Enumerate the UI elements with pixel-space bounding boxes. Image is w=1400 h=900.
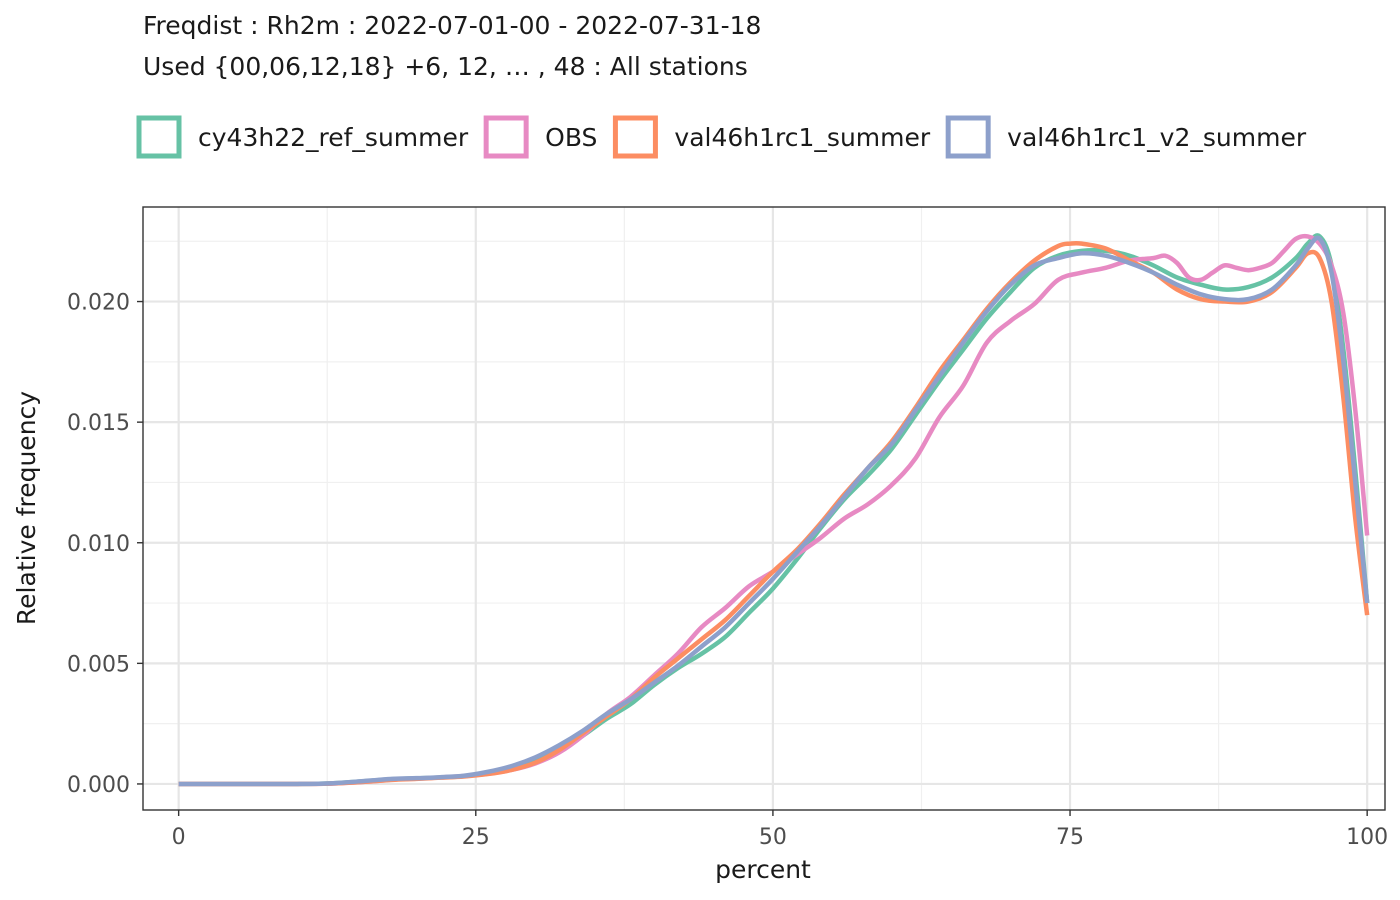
chart-title: Freqdist : Rh2m : 2022-07-01-00 - 2022-0… bbox=[143, 11, 761, 40]
legend-label-3: val46h1rc1_v2_summer bbox=[1007, 123, 1307, 152]
y-axis-label: Relative frequency bbox=[12, 391, 41, 625]
y-tick-label: 0.020 bbox=[67, 291, 130, 316]
y-axis: 0.000 0.005 0.010 0.015 0.020 bbox=[67, 291, 143, 798]
chart-subtitle: Used {00,06,12,18} +6, 12, … , 48 : All … bbox=[143, 52, 748, 81]
legend-key-0 bbox=[136, 115, 182, 159]
series-line-3 bbox=[178, 235, 1370, 787]
x-tick-label: 75 bbox=[1056, 825, 1084, 850]
y-tick-label: 0.005 bbox=[67, 652, 130, 677]
legend-key-1 bbox=[483, 115, 529, 159]
legend-item-0: cy43h22_ref_summer bbox=[136, 115, 469, 159]
legend-item-2: val46h1rc1_summer bbox=[612, 115, 931, 159]
legend-label-0: cy43h22_ref_summer bbox=[198, 123, 469, 152]
y-tick-label: 0.000 bbox=[67, 773, 130, 798]
y-tick-label: 0.015 bbox=[67, 411, 130, 436]
legend-label-1: OBS bbox=[545, 123, 597, 152]
x-tick-label: 0 bbox=[172, 825, 186, 850]
x-axis: 0 25 50 75 100 bbox=[172, 810, 1388, 850]
legend-item-3: val46h1rc1_v2_summer bbox=[945, 115, 1307, 159]
legend: cy43h22_ref_summer OBS val46h1rc1_summer va… bbox=[136, 115, 1307, 159]
x-tick-label: 25 bbox=[462, 825, 490, 850]
legend-key-3 bbox=[945, 115, 991, 159]
plot-area bbox=[142, 206, 1386, 811]
grid-major bbox=[143, 207, 1385, 810]
legend-key-2 bbox=[612, 115, 658, 159]
legend-label-2: val46h1rc1_summer bbox=[674, 123, 930, 152]
series-lines bbox=[178, 233, 1370, 787]
x-tick-label: 50 bbox=[759, 825, 787, 850]
y-tick-label: 0.010 bbox=[67, 532, 130, 557]
grid-minor bbox=[143, 207, 1385, 810]
x-axis-label: percent bbox=[715, 855, 811, 884]
panel-border bbox=[142, 206, 1386, 811]
x-tick-label: 100 bbox=[1346, 825, 1388, 850]
legend-item-1: OBS bbox=[483, 115, 597, 159]
